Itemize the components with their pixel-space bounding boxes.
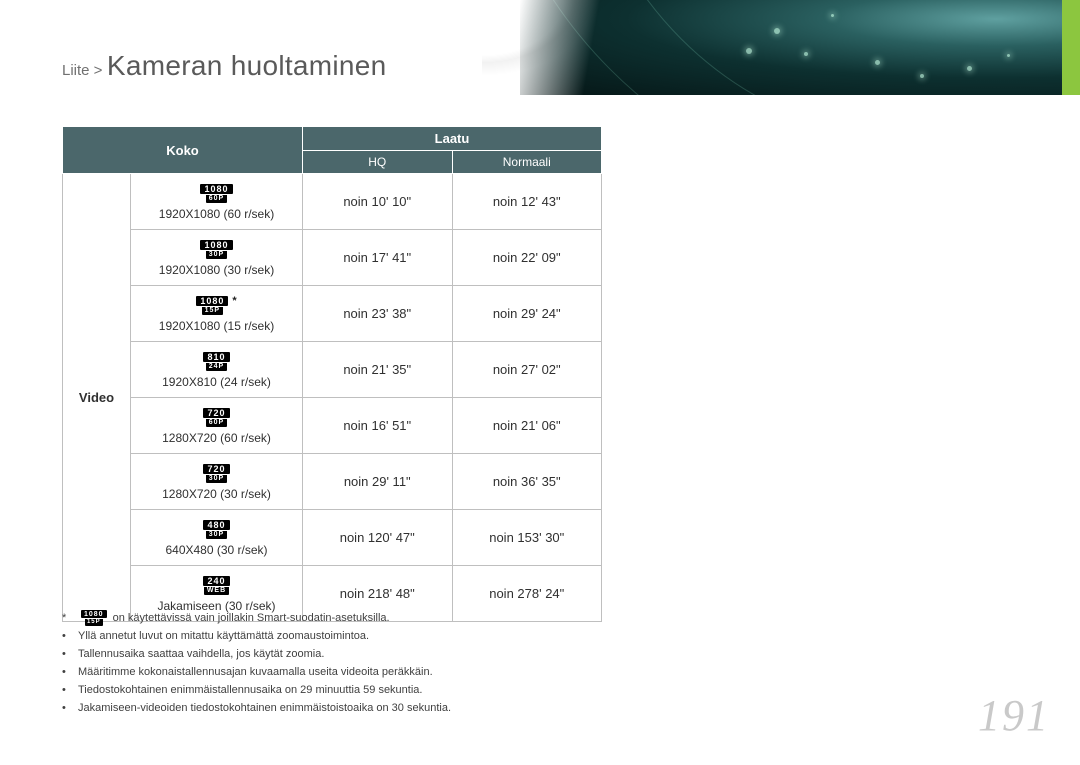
- hq-cell: noin 16' 51": [303, 398, 453, 454]
- resolution-badge-icon: 72060P: [203, 408, 229, 427]
- col-header-size: Koko: [63, 127, 303, 174]
- size-cell: 81024P 1920X810 (24 r/sek): [131, 342, 303, 398]
- resolution-badge-icon: 240WEB: [203, 576, 229, 595]
- size-cell: 72060P 1280X720 (60 r/sek): [131, 398, 303, 454]
- footnote-marker: *: [62, 610, 72, 627]
- size-text: 1280X720 (60 r/sek): [162, 431, 271, 445]
- hq-cell: noin 10' 10": [303, 174, 453, 230]
- recording-time-table: Koko Laatu HQ Normaali Video 108060P 1920X…: [62, 126, 602, 622]
- footnote-item: • Jakamiseen-videoiden tiedostokohtainen …: [62, 700, 702, 717]
- col-header-normal: Normaali: [452, 151, 602, 174]
- footnote-star-icon: *: [232, 295, 236, 307]
- table-row: Video108060P1920X1080 (60 r/sek)noin 10'…: [63, 174, 602, 230]
- resolution-badge-icon: 108015P: [196, 296, 228, 315]
- footnote-marker: •: [62, 664, 72, 681]
- row-category-label: Video: [63, 174, 131, 622]
- page-header: Liite > Kameran huoltaminen: [62, 50, 387, 82]
- hq-cell: noin 23' 38": [303, 286, 453, 342]
- page: Liite > Kameran huoltaminen Koko Laatu H…: [0, 0, 1080, 765]
- normal-cell: noin 29' 24": [452, 286, 602, 342]
- footnote-marker: •: [62, 628, 72, 645]
- table-row: 72030P 1280X720 (30 r/sek) noin 29' 11"noi…: [63, 454, 602, 510]
- resolution-badge-icon: 81024P: [203, 352, 229, 371]
- size-cell: 108015P * 1920X1080 (15 r/sek): [131, 286, 303, 342]
- col-header-quality: Laatu: [303, 127, 602, 151]
- hq-cell: noin 17' 41": [303, 230, 453, 286]
- table-row: 72060P 1280X720 (60 r/sek) noin 16' 51"noi…: [63, 398, 602, 454]
- footnote-item: • Yllä annetut luvut on mitattu käyttämät…: [62, 628, 702, 645]
- hq-cell: noin 21' 35": [303, 342, 453, 398]
- footnote-text: Määritimme kokonaistallennusajan kuvaama…: [78, 664, 433, 681]
- footnote-item: • Tiedostokohtainen enimmäistallennusaika…: [62, 682, 702, 699]
- footnote-marker: •: [62, 646, 72, 663]
- normal-cell: noin 12' 43": [452, 174, 602, 230]
- size-text: 1920X1080 (60 r/sek): [159, 207, 274, 221]
- size-text: 1920X1080 (30 r/sek): [159, 263, 274, 277]
- resolution-badge-icon: 108060P: [200, 184, 232, 203]
- page-title: Kameran huoltaminen: [107, 50, 387, 81]
- footnotes: * 108015P on käytettävissä vain joillakin…: [62, 610, 702, 718]
- footnote-item: * 108015P on käytettävissä vain joillakin…: [62, 610, 702, 627]
- resolution-badge-icon: 72030P: [203, 464, 229, 483]
- hq-cell: noin 29' 11": [303, 454, 453, 510]
- size-text: 1280X720 (30 r/sek): [162, 487, 271, 501]
- footnote-marker: •: [62, 700, 72, 717]
- hq-cell: noin 120' 47": [303, 510, 453, 566]
- size-cell: 108030P 1920X1080 (30 r/sek): [131, 230, 303, 286]
- size-cell: 72030P 1280X720 (30 r/sek): [131, 454, 303, 510]
- col-header-hq: HQ: [303, 151, 453, 174]
- footnote-marker: •: [62, 682, 72, 699]
- normal-cell: noin 22' 09": [452, 230, 602, 286]
- normal-cell: noin 27' 02": [452, 342, 602, 398]
- resolution-badge-icon: 108015P: [81, 610, 107, 626]
- table-row: 48030P 640X480 (30 r/sek) noin 120' 47"noi…: [63, 510, 602, 566]
- footnote-item: • Määritimme kokonaistallennusajan kuvaam…: [62, 664, 702, 681]
- breadcrumb: Liite >: [62, 62, 102, 79]
- footnote-text: Tiedostokohtainen enimmäistallennusaika …: [78, 682, 422, 699]
- footnote-item: • Tallennusaika saattaa vaihdella, jos kä…: [62, 646, 702, 663]
- normal-cell: noin 21' 06": [452, 398, 602, 454]
- footnote-text: Yllä annetut luvut on mitattu käyttämätt…: [78, 628, 369, 645]
- page-number: 191: [978, 690, 1050, 741]
- normal-cell: noin 153' 30": [452, 510, 602, 566]
- size-cell: 48030P 640X480 (30 r/sek): [131, 510, 303, 566]
- accent-bar: [1062, 0, 1080, 95]
- resolution-badge-icon: 48030P: [203, 520, 229, 539]
- footnote-text: 108015P on käytettävissä vain joillakin …: [78, 610, 390, 627]
- corner-fade: [520, 0, 610, 95]
- footnote-text: Tallennusaika saattaa vaihdella, jos käy…: [78, 646, 324, 663]
- table-row: 81024P 1920X810 (24 r/sek) noin 21' 35"noi…: [63, 342, 602, 398]
- size-text: 1920X810 (24 r/sek): [162, 375, 271, 389]
- table-row: 108015P * 1920X1080 (15 r/sek) noin 23' 38"…: [63, 286, 602, 342]
- size-text: 640X480 (30 r/sek): [165, 543, 267, 557]
- size-cell: 108060P 1920X1080 (60 r/sek): [131, 174, 303, 230]
- size-text: 1920X1080 (15 r/sek): [159, 319, 274, 333]
- resolution-badge-icon: 108030P: [200, 240, 232, 259]
- table-body: Video 108060P 1920X1080 (60 r/sek) noin 10'…: [63, 174, 602, 622]
- normal-cell: noin 36' 35": [452, 454, 602, 510]
- table-row: 108030P 1920X1080 (30 r/sek) noin 17' 41"n…: [63, 230, 602, 286]
- footnote-text: Jakamiseen-videoiden tiedostokohtainen e…: [78, 700, 451, 717]
